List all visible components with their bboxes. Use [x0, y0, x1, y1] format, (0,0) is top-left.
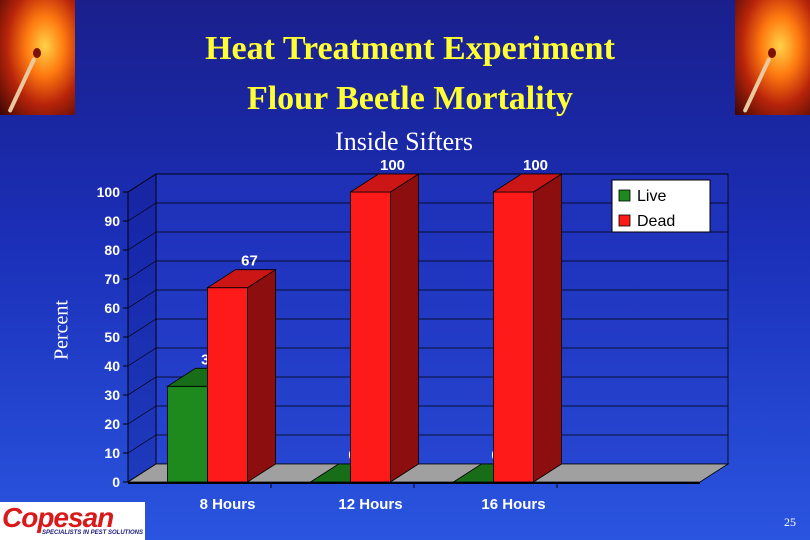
bar-dead-top [349, 173, 420, 193]
bar-dead-front [207, 287, 248, 483]
y-tick-label: 0 [112, 474, 120, 490]
legend-label-live: Live [637, 188, 666, 205]
y-tick-label: 50 [104, 329, 120, 345]
gridline-side [127, 173, 157, 193]
x-tick-label: 12 Hours [338, 496, 402, 513]
bar-live-front [167, 385, 208, 483]
y-tick-label: 60 [104, 300, 120, 316]
bar-dead-top [206, 269, 277, 289]
bar-dead-top [492, 173, 563, 193]
match-flame-image-left [0, 0, 75, 115]
data-label: 100 [523, 157, 548, 174]
legend-swatch-dead [618, 214, 631, 227]
bar-dead-side [390, 173, 419, 483]
gridline-side [127, 202, 157, 222]
copesan-logo: Copesan SPECIALISTS IN PEST SOLUTIONS [0, 502, 145, 540]
x-tick-label: 16 Hours [481, 496, 545, 513]
y-tick-label: 80 [104, 242, 120, 258]
legend-label-dead: Dead [637, 213, 675, 230]
y-tick-label: 40 [104, 358, 120, 374]
gridline-side [127, 318, 157, 338]
chart-subtitle: Inside Sifters [335, 127, 473, 156]
y-tick-label: 10 [104, 445, 120, 461]
match-flame-image-right [735, 0, 810, 115]
gridline-side [127, 231, 157, 251]
x-tick-label: 8 Hours [200, 496, 256, 513]
gridline-side [127, 289, 157, 309]
gridline-side [127, 347, 157, 367]
y-tick-label: 30 [104, 387, 120, 403]
slide-title-line2: Flour Beetle Mortality [246, 80, 574, 117]
y-tick-label: 90 [104, 213, 120, 229]
slide-title-line1: Heat Treatment Experiment [205, 30, 615, 67]
gridline-side [127, 260, 157, 280]
data-label: 67 [241, 253, 258, 270]
y-tick-label: 100 [97, 184, 121, 200]
y-tick-label: 70 [104, 271, 120, 287]
bar-dead-side [247, 268, 276, 483]
gridline-side [127, 434, 157, 454]
bar-dead-front [350, 191, 391, 483]
gridline-side [127, 376, 157, 396]
data-label: 100 [380, 157, 405, 174]
y-tick-label: 20 [104, 416, 120, 432]
bar-dead-side [533, 173, 562, 483]
gridline-side [127, 405, 157, 425]
page-number: 25 [784, 515, 796, 529]
bar-dead-front [493, 191, 534, 483]
legend-swatch-live [618, 189, 631, 202]
